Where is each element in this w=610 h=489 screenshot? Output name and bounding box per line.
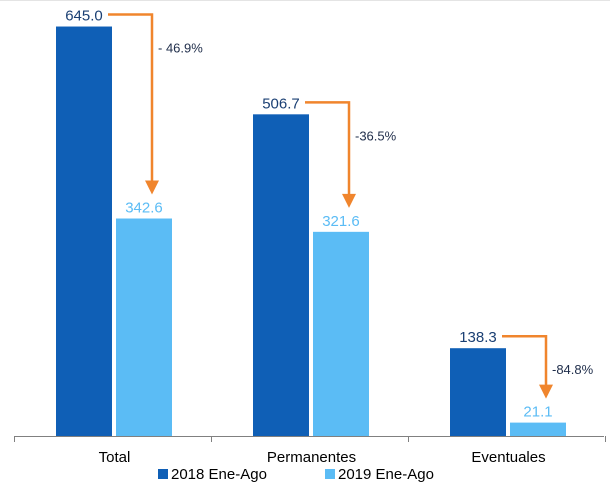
category-label-2: Permanentes <box>267 449 356 466</box>
change-label-2: -36.5% <box>355 128 397 143</box>
bar-1-3 <box>450 348 506 436</box>
change-arrows-layer <box>108 13 553 399</box>
bar-2-3 <box>510 422 566 436</box>
change-arrow-head-3 <box>539 384 553 399</box>
value-label-2-2: 321.6 <box>322 213 360 230</box>
legend-swatch-1 <box>158 469 168 479</box>
change-arrow-head-2 <box>342 193 356 208</box>
change-label-1: - 46.9% <box>158 41 203 56</box>
value-label-1-3: 138.3 <box>459 329 497 346</box>
bar-2-1 <box>116 218 172 436</box>
value-label-1-2: 506.7 <box>262 95 300 112</box>
x-axis: Total Permanentes Eventuales <box>14 436 606 466</box>
change-arrow-line-2 <box>305 101 351 196</box>
legend-label-1: 2018 Ene-Ago <box>171 466 267 483</box>
legend: 2018 Ene-Ago 2019 Ene-Ago <box>158 466 434 483</box>
value-label-1-1: 645.0 <box>65 8 103 25</box>
value-label-2-1: 342.6 <box>125 200 163 217</box>
change-arrow-head-1 <box>145 180 159 195</box>
labels-layer: 645.0 342.6 - 46.9% 506.7 321.6 -36.5% 138.3 21… <box>65 8 593 421</box>
bar-1-1 <box>56 26 112 436</box>
change-arrow-line-3 <box>502 334 548 387</box>
category-label-1: Total <box>99 449 131 466</box>
change-label-3: -84.8% <box>552 362 594 377</box>
bar-2-2 <box>313 231 369 436</box>
legend-label-2: 2019 Ene-Ago <box>338 466 434 483</box>
bar-1-2 <box>253 114 309 437</box>
bars-layer <box>56 26 566 437</box>
category-label-3: Eventuales <box>471 449 545 466</box>
change-arrow-line-1 <box>108 13 154 183</box>
value-label-2-3: 21.1 <box>523 404 552 421</box>
legend-swatch-2 <box>325 469 335 479</box>
